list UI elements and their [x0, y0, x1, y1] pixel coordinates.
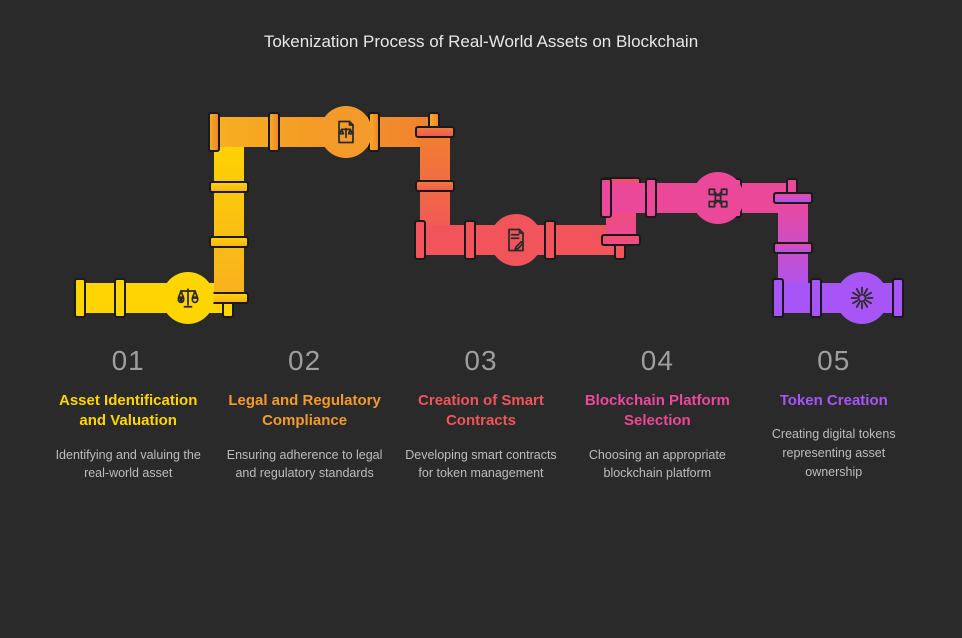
- page-title: Tokenization Process of Real-World Asset…: [0, 32, 962, 52]
- step-title: Token Creation: [780, 391, 888, 411]
- step-number: 04: [641, 345, 674, 377]
- step-number: 02: [288, 345, 321, 377]
- gear-flower-node: [836, 272, 888, 324]
- step-desc: Developing smart contracts for token man…: [398, 446, 563, 484]
- step-4: 04 Blockchain Platform Selection Choosin…: [575, 345, 740, 483]
- step-3: 03 Creation of Smart Contracts Developin…: [398, 345, 563, 483]
- step-desc: Ensuring adherence to legal and regulato…: [222, 446, 387, 484]
- step-number: 05: [817, 345, 850, 377]
- step-5: 05 Token Creation Creating digital token…: [751, 345, 916, 483]
- step-1: 01 Asset Identification and Valuation Id…: [46, 345, 211, 483]
- step-desc: Identifying and valuing the real-world a…: [46, 446, 211, 484]
- blocks-node: [692, 172, 744, 224]
- step-number: 03: [464, 345, 497, 377]
- step-title: Creation of Smart Contracts: [398, 391, 563, 432]
- step-number: 01: [112, 345, 145, 377]
- step-title: Asset Identification and Valuation: [46, 391, 211, 432]
- doc-scales-node: [320, 106, 372, 158]
- step-desc: Choosing an appropriate blockchain platf…: [575, 446, 740, 484]
- step-2: 02 Legal and Regulatory Compliance Ensur…: [222, 345, 387, 483]
- scales-dollar-node: [162, 272, 214, 324]
- step-desc: Creating digital tokens representing ass…: [751, 425, 916, 481]
- steps-row: 01 Asset Identification and Valuation Id…: [0, 345, 962, 483]
- step-title: Legal and Regulatory Compliance: [222, 391, 387, 432]
- doc-sign-node: [490, 214, 542, 266]
- pipe-diagram: [0, 90, 962, 330]
- step-title: Blockchain Platform Selection: [575, 391, 740, 432]
